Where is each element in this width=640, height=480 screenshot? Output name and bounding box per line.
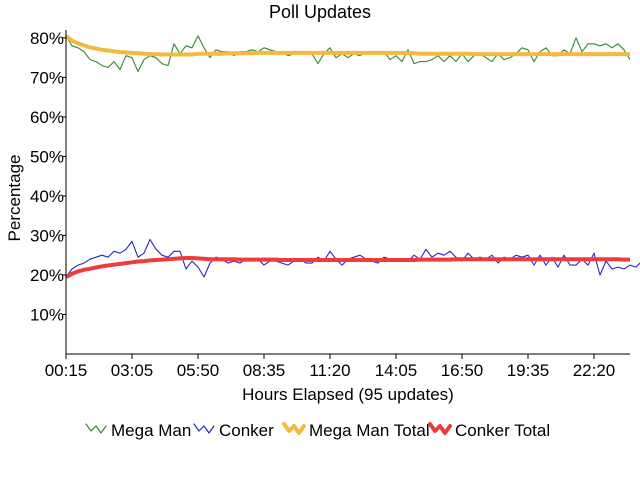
series-line-conker <box>65 238 640 278</box>
y-tick-label: 30% <box>30 226 64 245</box>
x-ticks: 00:15 03:05 05:50 08:35 11:20 14:05 16:50 19:35… <box>45 354 616 380</box>
legend-label-conker: Conker <box>219 421 274 440</box>
series-line-conker-total <box>65 256 630 279</box>
chart-title: Poll Updates <box>269 2 371 22</box>
legend-label-conker-total: Conker Total <box>455 421 550 440</box>
y-tick-label: 80% <box>30 29 64 48</box>
y-tick-label: 60% <box>30 108 64 127</box>
x-tick-label: 16:50 <box>441 361 484 380</box>
legend-label-mega-man: Mega Man <box>111 421 191 440</box>
x-tick-label: 05:50 <box>177 361 220 380</box>
legend-label-mega-man-total: Mega Man Total <box>309 421 430 440</box>
y-tick-label: 20% <box>30 266 64 285</box>
x-tick-label: 19:35 <box>507 361 550 380</box>
y-tick-label: 10% <box>30 305 64 324</box>
y-tick-label: 50% <box>30 147 64 166</box>
x-tick-label: 00:15 <box>45 361 88 380</box>
legend: Mega Man Conker Mega Man Total Conker Total <box>85 421 550 440</box>
series-line-mega-man <box>65 35 631 73</box>
legend-swatch-conker <box>193 423 215 434</box>
y-tick-label: 70% <box>30 68 64 87</box>
x-tick-label: 03:05 <box>111 361 154 380</box>
y-tick-label: 40% <box>30 187 64 206</box>
x-tick-label: 11:20 <box>309 361 350 380</box>
y-ticks: 10% 20% 30% 40% 50% 60% 70% 80% <box>30 29 66 324</box>
x-tick-label: 22:20 <box>573 361 616 380</box>
legend-swatch-conker-total <box>428 422 452 435</box>
y-axis-title: Percentage <box>5 155 24 242</box>
series-line-mega-man-total <box>64 34 630 57</box>
x-tick-label: 08:35 <box>243 361 286 380</box>
legend-swatch-mega-man-total <box>282 422 306 435</box>
x-tick-label: 14:05 <box>375 361 418 380</box>
x-axis-title: Hours Elapsed (95 updates) <box>242 385 454 404</box>
series-layer <box>64 34 640 279</box>
legend-swatch-mega-man <box>85 423 107 434</box>
